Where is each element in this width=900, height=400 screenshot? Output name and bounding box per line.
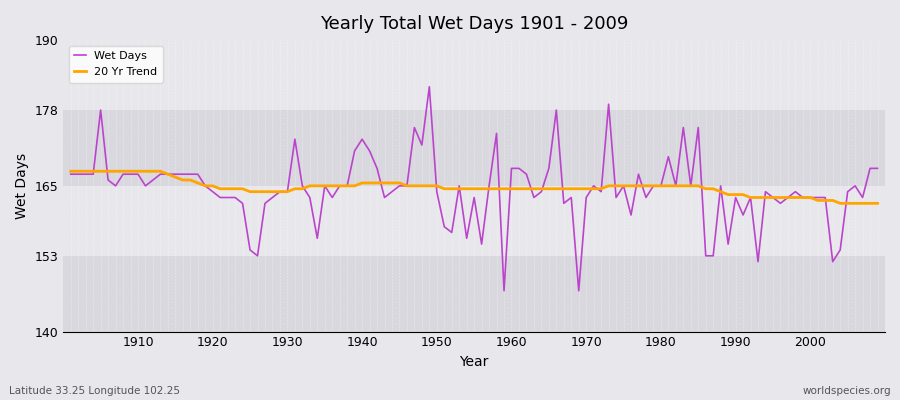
Legend: Wet Days, 20 Yr Trend: Wet Days, 20 Yr Trend (68, 46, 163, 82)
Line: 20 Yr Trend: 20 Yr Trend (71, 171, 878, 203)
Bar (63, 40, 885, 110)
Wet Days (334, 184, 345, 188)
Wet Days (611, 195, 622, 200)
Wet Days (290, 137, 301, 142)
20 Yr Trend (66, 169, 77, 174)
Wet Days (521, 172, 532, 176)
Bar (63, 256, 885, 332)
Wet Days (514, 166, 525, 171)
20 Yr Trend (872, 201, 883, 206)
20 Yr Trend (334, 184, 345, 188)
Bar (63, 186, 885, 256)
Wet Days (499, 288, 509, 293)
Line: Wet Days: Wet Days (71, 87, 878, 291)
Wet Days (66, 172, 77, 176)
20 Yr Trend (835, 201, 846, 206)
Wet Days (872, 166, 883, 171)
20 Yr Trend (290, 186, 301, 191)
Wet Days (424, 84, 435, 89)
Bar (63, 110, 885, 186)
20 Yr Trend (499, 186, 509, 191)
Title: Yearly Total Wet Days 1901 - 2009: Yearly Total Wet Days 1901 - 2009 (320, 15, 628, 33)
20 Yr Trend (596, 186, 607, 191)
X-axis label: Year: Year (460, 355, 489, 369)
Y-axis label: Wet Days: Wet Days (15, 153, 29, 219)
Wet Days (125, 172, 136, 176)
20 Yr Trend (125, 169, 136, 174)
Text: Latitude 33.25 Longitude 102.25: Latitude 33.25 Longitude 102.25 (9, 386, 180, 396)
Text: worldspecies.org: worldspecies.org (803, 386, 891, 396)
20 Yr Trend (506, 186, 517, 191)
